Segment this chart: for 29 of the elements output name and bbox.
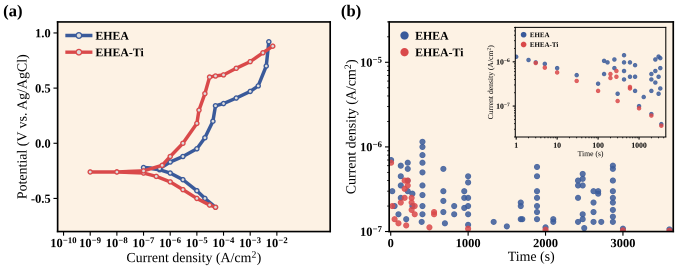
y-tick-label: 1.0 (36, 28, 50, 38)
y-tick-label: 10$^{−7}$ (360, 226, 382, 236)
x-tick-label: 10$^{−6}$ (160, 237, 181, 248)
x-tick-label: 3000 (610, 238, 635, 248)
x-tick-label: 10$^{−3}$ (240, 237, 261, 248)
legend-label: EHEA-Ti (96, 48, 144, 56)
x-tick-label: 2000 (534, 238, 558, 248)
x-tick-label: 1000 (456, 238, 480, 248)
chart-title: (a) (4, 4, 22, 20)
x-tick-label: 0 (388, 238, 394, 248)
legend-label: EHEA (96, 32, 129, 40)
y-axis-title: Potential (V vs. Ag/AgCl) (16, 54, 30, 199)
y-axis-title: Current density (A/cm$^{2}$) (344, 60, 358, 194)
x-tick-label: 10$^{−9}$ (80, 237, 101, 248)
x-axis-title: Time (s) (508, 251, 554, 264)
y-tick-label: -0.5 (31, 194, 50, 203)
x-tick-label: 10$^{−5}$ (186, 237, 208, 248)
y-tick-label: 0.0 (36, 139, 50, 148)
y-tick-label: 10$^{−5}$ (360, 56, 382, 67)
legend-label: EHEA (415, 32, 449, 40)
y-tick-label: 0.5 (36, 84, 50, 93)
x-tick-label: 10$^{−2}$ (266, 237, 288, 248)
x-axis-title: Current density (A/cm$^{2}$) (126, 251, 261, 266)
x-tick-label: 10$^{−10}$ (51, 237, 76, 248)
x-tick-label: 10$^{−8}$ (106, 237, 128, 248)
chart-title: (b) (342, 4, 361, 20)
legend-label: EHEA-Ti (415, 48, 464, 56)
x-tick-label: 10$^{−4}$ (213, 237, 234, 248)
x-tick-label: 10$^{−7}$ (133, 237, 154, 248)
